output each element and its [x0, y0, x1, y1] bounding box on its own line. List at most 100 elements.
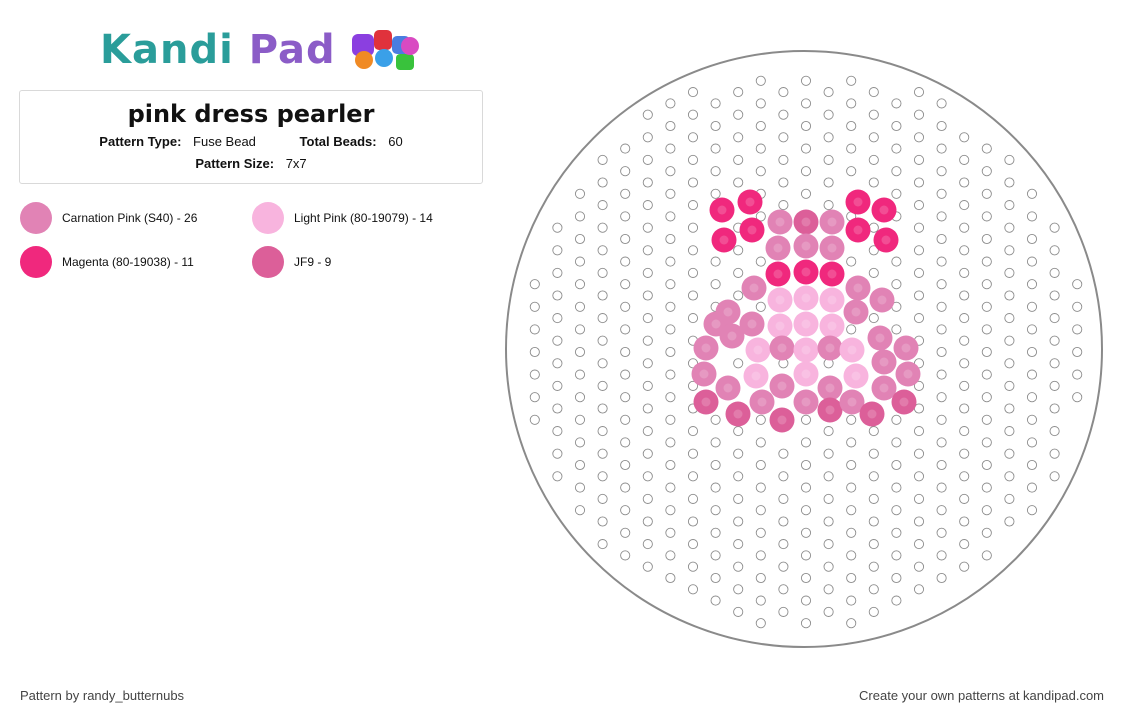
peg [552, 426, 563, 437]
pattern-type-value: Fuse Bead [193, 134, 256, 149]
peg [1026, 256, 1038, 267]
peg [642, 358, 653, 369]
peg [687, 154, 699, 165]
peg [620, 211, 631, 222]
peg [1004, 290, 1015, 301]
peg [868, 109, 879, 120]
peg [620, 301, 631, 312]
kandipad-logo[interactable]: Kandi Pad [100, 24, 432, 76]
peg [755, 120, 766, 132]
bead [745, 337, 771, 363]
peg [687, 448, 699, 459]
kandipad-link[interactable]: Create your own patterns at kandipad.com [859, 688, 1104, 703]
peg [959, 335, 970, 346]
peg [1026, 482, 1038, 493]
peg [981, 324, 992, 335]
bead [725, 401, 751, 427]
peg [574, 414, 586, 425]
peg [1026, 188, 1038, 199]
peg [1004, 177, 1015, 188]
peg [1072, 392, 1083, 403]
peg [574, 459, 586, 471]
peg [710, 550, 721, 561]
peg [823, 109, 834, 120]
peg [642, 267, 653, 278]
peg [959, 290, 970, 301]
peg [936, 482, 947, 493]
peg [891, 505, 902, 516]
peg [868, 471, 879, 482]
peg [1072, 324, 1083, 335]
peg [620, 550, 631, 561]
peg [755, 75, 766, 86]
bead [765, 261, 791, 287]
peg [620, 482, 631, 493]
peg [800, 550, 812, 561]
peg [1049, 313, 1060, 324]
peg [823, 177, 834, 188]
bead [737, 189, 763, 215]
bead [793, 389, 819, 415]
peg [846, 618, 857, 629]
bead [893, 335, 919, 361]
peg [733, 245, 744, 256]
peg [552, 245, 563, 256]
peg [868, 539, 879, 550]
peg [778, 109, 789, 120]
peg [778, 561, 789, 572]
peg [981, 414, 992, 425]
peg [665, 324, 676, 335]
peg [913, 493, 925, 504]
bead [739, 217, 765, 243]
peg [733, 561, 744, 572]
peg [620, 392, 631, 403]
peg [597, 380, 608, 391]
peg [733, 606, 744, 617]
round-pegboard[interactable] [504, 49, 1104, 649]
peg [1026, 233, 1038, 245]
bead [819, 235, 845, 261]
peg [778, 493, 789, 504]
peg [552, 335, 563, 346]
peg [846, 98, 857, 109]
peg [823, 448, 834, 459]
peg [574, 256, 586, 267]
peg [710, 527, 721, 538]
peg [823, 493, 834, 504]
peg [687, 222, 699, 233]
peg [800, 505, 812, 516]
legend-label: JF9 - 9 [294, 255, 332, 269]
bead-pile-icon [351, 30, 419, 70]
peg [687, 313, 699, 324]
peg [936, 143, 947, 154]
peg [755, 459, 766, 471]
peg [823, 87, 834, 98]
peg [755, 482, 766, 493]
peg [755, 550, 766, 561]
bead [793, 311, 819, 337]
peg [733, 471, 744, 482]
peg [846, 459, 857, 471]
peg [1004, 335, 1015, 346]
peg [687, 380, 699, 391]
peg [913, 380, 925, 391]
peg [936, 233, 947, 245]
peg [936, 188, 947, 199]
peg [913, 200, 925, 211]
peg [710, 459, 721, 471]
peg [665, 211, 676, 222]
peg [913, 426, 925, 437]
peg [981, 459, 992, 471]
bead [767, 209, 793, 235]
peg [687, 561, 699, 572]
peg [755, 143, 766, 154]
peg [778, 154, 789, 165]
peg [913, 471, 925, 482]
peg [800, 98, 812, 109]
peg [574, 324, 586, 335]
pattern-credit: Pattern by randy_butternubs [20, 688, 185, 703]
peg [959, 561, 970, 572]
peg [800, 188, 812, 199]
peg [597, 154, 608, 165]
color-swatch [252, 246, 284, 278]
